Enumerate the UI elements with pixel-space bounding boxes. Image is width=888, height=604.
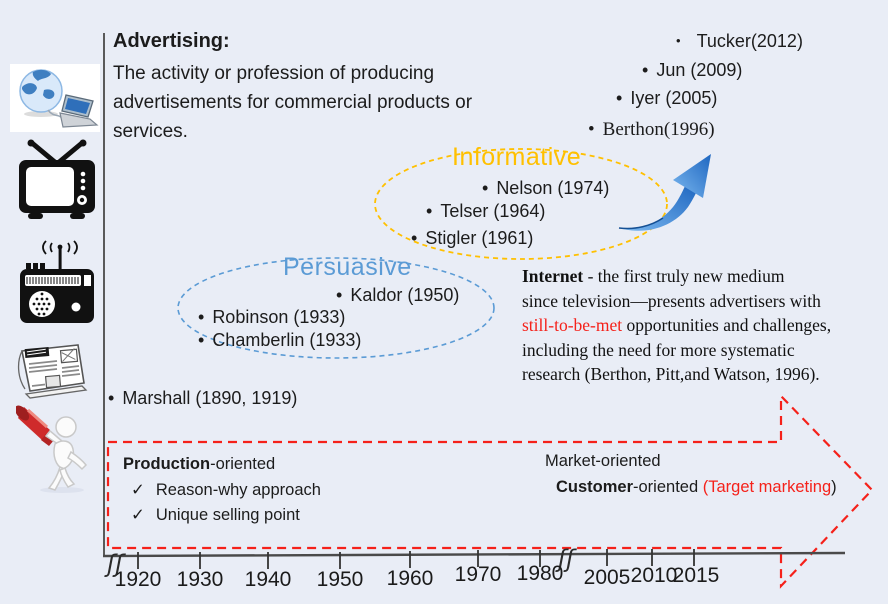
bullet-icon: • xyxy=(676,33,681,48)
internet-note-line: since television—presents advertisers wi… xyxy=(522,290,821,311)
year-label: 1950 xyxy=(316,568,364,591)
axis-break-icon: ʃʃ xyxy=(104,550,126,578)
internet-note-line: opportunities and challenges, xyxy=(622,315,832,335)
year-label: 1940 xyxy=(244,568,292,591)
orientation-point: ✓ Unique selling point xyxy=(131,505,300,525)
citation-label: Robinson (1933) xyxy=(212,307,346,327)
bullet-icon: • xyxy=(588,119,595,140)
bullet-icon: • xyxy=(426,201,433,221)
year-label: 1960 xyxy=(386,567,434,590)
customer-oriented-label: Customer-oriented (Target marketing) xyxy=(556,478,837,497)
citation-label: Telser (1964) xyxy=(440,201,546,221)
bullet-icon: • xyxy=(198,330,205,350)
citation-label: Tucker(2012) xyxy=(696,31,803,51)
axis-break-icon: ʃʃ xyxy=(555,545,577,573)
customer-mid: -oriented xyxy=(633,478,703,496)
check-icon: ✓ xyxy=(131,481,145,499)
check-icon: ✓ xyxy=(131,506,145,524)
informative-ellipse xyxy=(374,148,668,260)
internet-note-line: research (Berthon, Pitt,and Watson, 1996… xyxy=(522,364,820,384)
year-label: 2015 xyxy=(672,564,720,587)
internet-icon xyxy=(10,64,100,132)
internet-note-red: still-to-be-met xyxy=(522,315,623,335)
customer-end: ) xyxy=(831,478,837,496)
internet-note-bold: Internet xyxy=(522,266,584,286)
vertical-separator xyxy=(103,33,105,557)
informative-label: Informative xyxy=(452,143,582,171)
newspaper-icon xyxy=(17,344,88,399)
citation-robinson: • Robinson (1933) xyxy=(198,307,345,328)
year-label: 2005 xyxy=(583,566,631,589)
market-oriented-label: Market-oriented xyxy=(545,452,661,470)
customer-bold: Customer xyxy=(556,478,634,496)
citation-label: Nelson (1974) xyxy=(496,178,610,198)
production-bold: Production xyxy=(123,455,211,473)
citation-label: Berthon(1996) xyxy=(602,119,715,140)
year-label: 1970 xyxy=(454,563,502,586)
radio-icon xyxy=(20,240,94,323)
citation-chamberlin: • Chamberlin (1933) xyxy=(198,330,361,351)
bullet-icon: • xyxy=(198,307,205,327)
citation-iyer: • Iyer (2005) xyxy=(616,88,717,109)
production-rest: -oriented xyxy=(210,455,276,473)
citation-tucker: • Tucker(2012) xyxy=(676,31,803,52)
citation-label: Chamberlin (1933) xyxy=(212,330,362,350)
internet-note-line: including the need for more systematic xyxy=(522,339,795,360)
citation-jun: • Jun (2009) xyxy=(642,60,742,81)
citation-berthon: • Berthon(1996) xyxy=(588,119,715,141)
timeline-axis xyxy=(102,551,846,558)
bullet-icon: • xyxy=(411,228,418,248)
bullet-icon: • xyxy=(108,388,115,408)
bullet-icon: • xyxy=(616,88,623,108)
orientation-point: ✓ Reason-why approach xyxy=(131,480,321,500)
citation-nelson: • Nelson (1974) xyxy=(482,178,609,199)
bullet-icon: • xyxy=(642,60,649,80)
page-title: Advertising: xyxy=(113,30,230,52)
point-label: Unique selling point xyxy=(155,506,300,524)
year-label: 1920 xyxy=(114,568,162,591)
growth-arrow-icon xyxy=(618,154,711,231)
citation-label: Stigler (1961) xyxy=(425,228,534,248)
internet-note: Internet - the first truly new medium si… xyxy=(522,264,831,387)
point-label: Reason-why approach xyxy=(155,481,321,499)
year-label: 2010 xyxy=(630,564,678,587)
persuasive-ellipse xyxy=(177,257,495,359)
citation-label: Jun (2009) xyxy=(656,60,743,80)
citation-label: Kaldor (1950) xyxy=(350,285,460,305)
citation-label: Iyer (2005) xyxy=(630,88,718,108)
bullet-icon: • xyxy=(336,285,343,305)
year-label: 1980 xyxy=(516,562,564,585)
definition-text: The activity or profession of producing … xyxy=(113,63,473,142)
citation-marshall: • Marshall (1890, 1919) xyxy=(108,388,297,409)
bullet-icon: • xyxy=(482,178,489,198)
megaphone-announcer-icon xyxy=(16,405,88,493)
persuasive-label: Persuasive xyxy=(283,253,412,281)
year-label: 1930 xyxy=(176,568,224,591)
tv-icon xyxy=(19,139,95,219)
orientation-arrow-outline xyxy=(106,393,874,589)
internet-note-line: - the first truly new medium xyxy=(583,266,785,286)
citation-kaldor: • Kaldor (1950) xyxy=(336,285,459,306)
timeline-ticks xyxy=(137,549,695,569)
citation-label: Marshall (1890, 1919) xyxy=(122,388,298,408)
citation-telser: • Telser (1964) xyxy=(426,201,545,222)
production-oriented-label: Production-oriented xyxy=(123,455,275,474)
customer-red: (Target marketing xyxy=(702,478,832,496)
citation-stigler: • Stigler (1961) xyxy=(411,228,533,249)
